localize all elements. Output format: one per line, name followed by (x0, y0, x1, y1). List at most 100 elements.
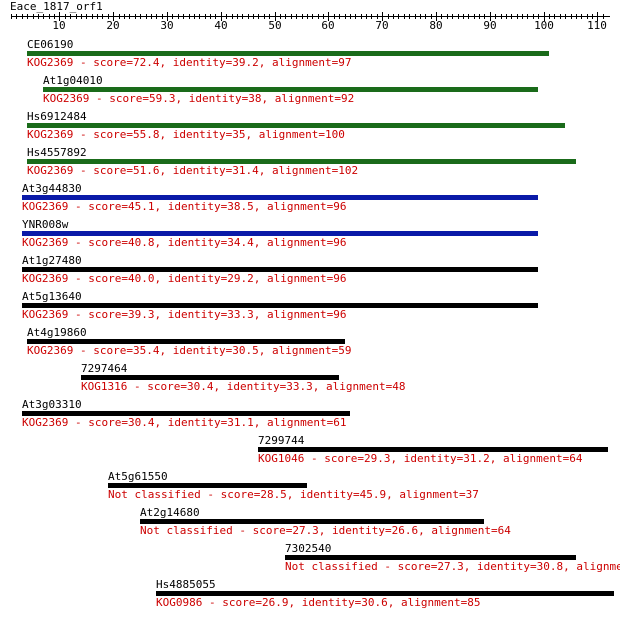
hit-description[interactable]: KOG1046 - score=29.3, identity=31.2, ali… (258, 452, 583, 465)
hit-description[interactable]: KOG2369 - score=55.8, identity=35, align… (27, 128, 345, 141)
ruler-minor-tick (495, 14, 496, 19)
ruler-minor-tick (506, 14, 507, 19)
hit-name[interactable]: CE06190 (27, 38, 74, 51)
ruler-major-tick (597, 12, 598, 21)
hit-description[interactable]: KOG2369 - score=45.1, identity=38.5, ali… (22, 200, 347, 213)
ruler-minor-tick (178, 14, 179, 19)
hit-name[interactable]: Hs6912484 (27, 110, 87, 123)
hit-row[interactable]: At5g61550 Not classified - score=28.5, id… (0, 470, 620, 506)
ruler-minor-tick (22, 14, 23, 19)
hit-row[interactable]: Hs4557892 KOG2369 - score=51.6, identity=… (0, 146, 620, 182)
ruler-minor-tick (334, 14, 335, 19)
hit-row[interactable]: At3g03310 KOG2369 - score=30.4, identity=… (0, 398, 620, 434)
hit-name[interactable]: At3g03310 (22, 398, 82, 411)
ruler-minor-tick (16, 14, 17, 19)
hit-description[interactable]: KOG2369 - score=51.6, identity=31.4, ali… (27, 164, 359, 177)
hit-bar[interactable] (285, 555, 576, 560)
hit-bar[interactable] (156, 591, 614, 596)
hit-row[interactable]: At1g27480 KOG2369 - score=40.0, identity=… (0, 254, 620, 290)
hit-name[interactable]: 7297464 (81, 362, 128, 375)
ruler-minor-tick (576, 14, 577, 19)
ruler-minor-tick (11, 14, 12, 19)
ruler-minor-tick (242, 14, 243, 19)
hit-bar[interactable] (108, 483, 307, 488)
ruler-major-tick (275, 12, 276, 21)
ruler-minor-tick (269, 14, 270, 19)
ruler-minor-tick (38, 14, 39, 19)
hit-name[interactable]: At1g04010 (43, 74, 103, 87)
ruler-tick-label: 60 (321, 19, 335, 32)
ruler-minor-tick (452, 14, 453, 19)
hit-name[interactable]: Hs4557892 (27, 146, 87, 159)
hit-bar[interactable] (140, 519, 484, 524)
ruler-minor-tick (65, 14, 66, 19)
hit-row[interactable]: At3g44830 KOG2369 - score=45.1, identity=… (0, 182, 620, 218)
hit-name[interactable]: At1g27480 (22, 254, 82, 267)
hit-row[interactable]: 7297464 KOG1316 - score=30.4, identity=33… (0, 362, 620, 398)
hit-name[interactable]: At2g14680 (140, 506, 200, 519)
hit-row[interactable]: YNR008w KOG2369 - score=40.8, identity=34… (0, 218, 620, 254)
hit-row[interactable]: At5g13640 KOG2369 - score=39.3, identity=… (0, 290, 620, 326)
hit-bar[interactable] (43, 87, 538, 92)
hit-bar[interactable] (258, 447, 608, 452)
hit-name[interactable]: At5g13640 (22, 290, 82, 303)
hit-bar[interactable] (27, 51, 549, 56)
hit-bar[interactable] (27, 159, 576, 164)
hit-description[interactable]: KOG2369 - score=59.3, identity=38, align… (43, 92, 355, 105)
ruler-minor-tick (102, 14, 103, 19)
hit-bar[interactable] (27, 339, 345, 344)
hit-name[interactable]: At5g61550 (108, 470, 168, 483)
hit-bar[interactable] (22, 303, 538, 308)
ruler-minor-tick (404, 14, 405, 19)
hit-bar[interactable] (27, 123, 565, 128)
hit-name[interactable]: At3g44830 (22, 182, 82, 195)
ruler-minor-tick (533, 14, 534, 19)
ruler-minor-tick (425, 14, 426, 19)
hit-description[interactable]: KOG1316 - score=30.4, identity=33.3, ali… (81, 380, 406, 393)
hit-bar[interactable] (81, 375, 339, 380)
hit-row[interactable]: At4g19860 KOG2369 - score=35.4, identity=… (0, 326, 620, 362)
ruler-minor-tick (70, 14, 71, 19)
hit-bar[interactable] (22, 195, 538, 200)
hit-name[interactable]: Hs4885055 (156, 578, 216, 591)
hit-bar[interactable] (22, 267, 538, 272)
hit-name[interactable]: YNR008w (22, 218, 69, 231)
ruler-minor-tick (81, 14, 82, 19)
hit-description[interactable]: KOG2369 - score=72.4, identity=39.2, ali… (27, 56, 352, 69)
hit-description[interactable]: Not classified - score=27.3, identity=26… (140, 524, 511, 537)
hit-name[interactable]: 7302540 (285, 542, 332, 555)
hit-row[interactable]: 7302540 Not classified - score=27.3, iden… (0, 542, 620, 578)
ruler-minor-tick (248, 14, 249, 19)
hit-description[interactable]: KOG2369 - score=39.3, identity=33.3, ali… (22, 308, 347, 321)
ruler-minor-tick (119, 14, 120, 19)
ruler-minor-tick (312, 14, 313, 19)
hit-description[interactable]: KOG2369 - score=40.0, identity=29.2, ali… (22, 272, 347, 285)
hit-description[interactable]: KOG2369 - score=30.4, identity=31.1, ali… (22, 416, 347, 429)
ruler-minor-tick (511, 14, 512, 19)
ruler-major-tick (221, 12, 222, 21)
hit-bar[interactable] (22, 231, 538, 236)
hit-description[interactable]: Not classified - score=27.3, identity=30… (285, 560, 620, 573)
hit-name[interactable]: At4g19860 (27, 326, 87, 339)
hit-description[interactable]: KOG2369 - score=35.4, identity=30.5, ali… (27, 344, 352, 357)
hit-bar[interactable] (22, 411, 350, 416)
hit-row[interactable]: Hs6912484 KOG2369 - score=55.8, identity=… (0, 110, 620, 146)
ruler-minor-tick (350, 14, 351, 19)
ruler-minor-tick (484, 14, 485, 19)
hit-row[interactable]: At2g14680 Not classified - score=27.3, id… (0, 506, 620, 542)
ruler-minor-tick (49, 14, 50, 19)
hit-description[interactable]: KOG0986 - score=26.9, identity=30.6, ali… (156, 596, 481, 609)
ruler-minor-tick (189, 14, 190, 19)
ruler-minor-tick (205, 14, 206, 19)
ruler-major-tick (544, 12, 545, 21)
ruler-minor-tick (232, 14, 233, 19)
hit-description[interactable]: Not classified - score=28.5, identity=45… (108, 488, 479, 501)
hit-row[interactable]: Hs4885055 KOG0986 - score=26.9, identity=… (0, 578, 620, 614)
ruler-minor-tick (199, 14, 200, 19)
hit-row[interactable]: CE06190 KOG2369 - score=72.4, identity=39… (0, 38, 620, 74)
query-title: Eace_1817_orf1 (10, 0, 103, 13)
hit-row[interactable]: 7299744 KOG1046 - score=29.3, identity=31… (0, 434, 620, 470)
hit-name[interactable]: 7299744 (258, 434, 305, 447)
hit-row[interactable]: At1g04010 KOG2369 - score=59.3, identity=… (0, 74, 620, 110)
hit-description[interactable]: KOG2369 - score=40.8, identity=34.4, ali… (22, 236, 347, 249)
